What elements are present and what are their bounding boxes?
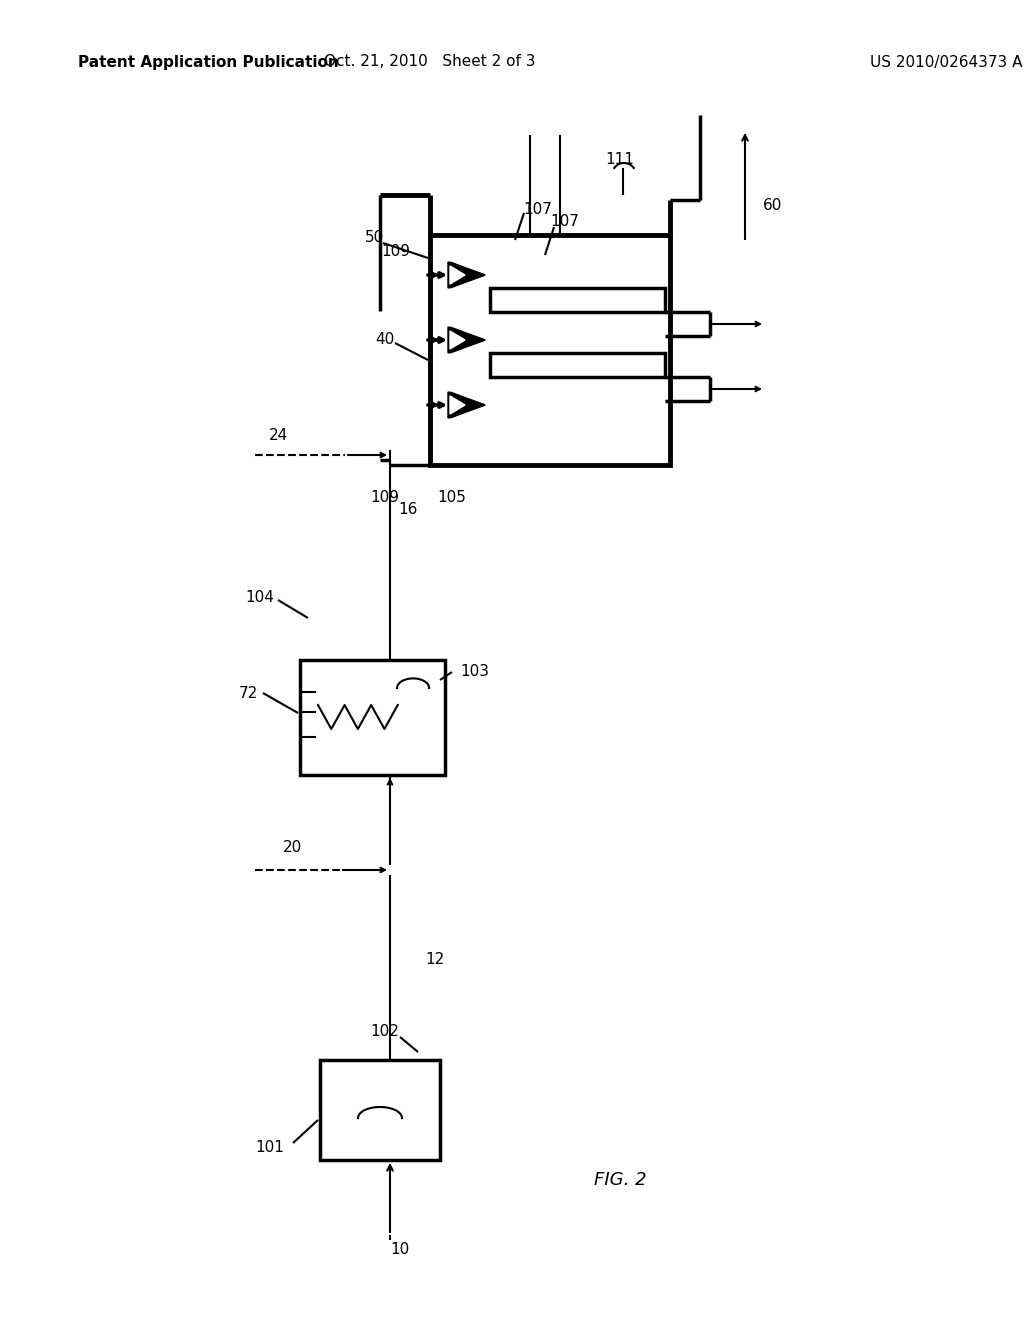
Text: 101: 101 bbox=[256, 1140, 285, 1155]
Text: 20: 20 bbox=[284, 841, 303, 855]
Polygon shape bbox=[450, 267, 465, 284]
Text: 24: 24 bbox=[268, 428, 288, 442]
Text: 111: 111 bbox=[605, 153, 635, 168]
Text: 107: 107 bbox=[551, 214, 580, 230]
Text: 72: 72 bbox=[239, 685, 258, 701]
Text: 105: 105 bbox=[437, 491, 467, 506]
Polygon shape bbox=[449, 261, 485, 288]
Text: 16: 16 bbox=[398, 503, 418, 517]
Polygon shape bbox=[450, 396, 465, 414]
Text: US 2010/0264373 A1: US 2010/0264373 A1 bbox=[870, 54, 1024, 70]
Text: 103: 103 bbox=[461, 664, 489, 680]
Text: 10: 10 bbox=[390, 1242, 410, 1258]
Polygon shape bbox=[450, 331, 465, 348]
Text: FIG. 2: FIG. 2 bbox=[594, 1171, 646, 1189]
Text: 60: 60 bbox=[763, 198, 782, 213]
Bar bbox=[490, 352, 665, 378]
Text: 107: 107 bbox=[523, 202, 552, 218]
Bar bbox=[300, 660, 445, 775]
Text: Patent Application Publication: Patent Application Publication bbox=[78, 54, 339, 70]
Bar bbox=[319, 1060, 440, 1160]
Text: 109: 109 bbox=[382, 244, 411, 260]
Polygon shape bbox=[450, 327, 485, 352]
Polygon shape bbox=[449, 392, 485, 418]
Text: 50: 50 bbox=[366, 230, 385, 244]
Polygon shape bbox=[450, 261, 485, 288]
Bar bbox=[430, 235, 670, 465]
Text: 12: 12 bbox=[425, 953, 444, 968]
Text: 102: 102 bbox=[371, 1024, 399, 1040]
Text: 104: 104 bbox=[246, 590, 274, 606]
Text: 109: 109 bbox=[371, 491, 399, 506]
Text: 40: 40 bbox=[376, 333, 394, 347]
Polygon shape bbox=[450, 392, 485, 418]
Text: Oct. 21, 2010   Sheet 2 of 3: Oct. 21, 2010 Sheet 2 of 3 bbox=[325, 54, 536, 70]
Polygon shape bbox=[449, 327, 485, 352]
Bar bbox=[490, 288, 665, 312]
